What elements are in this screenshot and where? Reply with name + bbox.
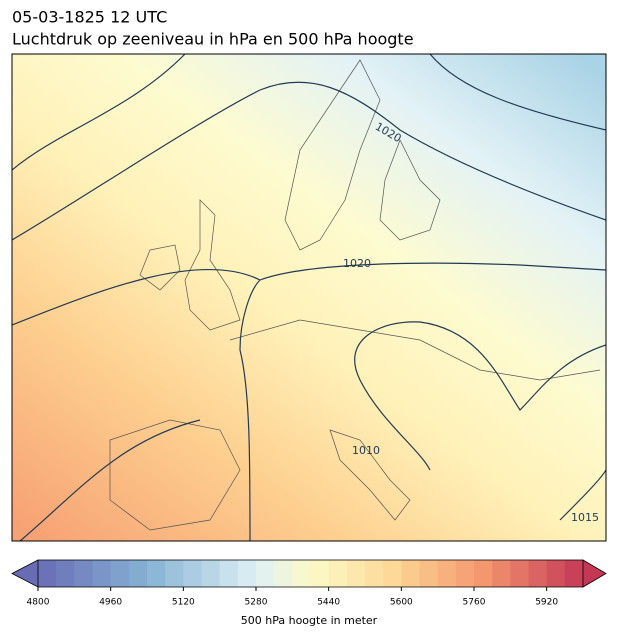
colorbar-segment bbox=[92, 560, 112, 587]
colorbar-segment bbox=[401, 560, 420, 587]
colorbar-tick-label: 4800 bbox=[27, 598, 50, 608]
colorbar-segment bbox=[546, 560, 566, 587]
colorbar-segment bbox=[492, 560, 511, 587]
colorbar-segment bbox=[437, 560, 457, 587]
colorbar-segment bbox=[201, 560, 221, 587]
colorbar-tick-label: 5120 bbox=[172, 598, 195, 608]
colorbar-segment bbox=[292, 560, 311, 587]
colorbar-segment bbox=[237, 560, 257, 587]
colorbar-segment bbox=[38, 560, 57, 587]
colorbar-segment bbox=[328, 560, 348, 587]
colorbar-segment bbox=[147, 560, 166, 587]
colorbar-segment bbox=[564, 560, 584, 587]
colorbar-label: 500 hPa hoogte in meter bbox=[241, 614, 378, 627]
colorbar-outline bbox=[38, 559, 583, 588]
map-time: 05-03-1825 12 UTC bbox=[12, 8, 167, 27]
colorbar-segment bbox=[165, 560, 184, 587]
map-frame bbox=[11, 53, 607, 542]
colorbar: 4800 4960 5120 5280 5440 5600 5760 5920 bbox=[11, 559, 607, 608]
colorbar-segment bbox=[183, 560, 202, 587]
colorbar-segment bbox=[274, 560, 293, 587]
colorbar-segment bbox=[74, 560, 93, 587]
coastlines bbox=[109, 59, 601, 531]
colorbar-segment bbox=[219, 560, 239, 587]
height-field bbox=[12, 54, 606, 541]
colorbar-segment bbox=[365, 560, 384, 587]
colorbar-segment bbox=[310, 560, 330, 587]
colorbar-segment bbox=[346, 560, 366, 587]
colorbar-segment bbox=[455, 560, 475, 587]
colorbar-segment bbox=[110, 560, 130, 587]
map: 1020 1020 1010 1015 bbox=[12, 54, 606, 541]
isobars bbox=[12, 54, 606, 541]
colorbar-extend bbox=[11, 559, 39, 588]
colorbar-tick-label: 5920 bbox=[535, 598, 558, 608]
colorbar-segment bbox=[383, 560, 402, 587]
colorbar-segment bbox=[56, 560, 75, 587]
colorbar-segment bbox=[128, 560, 148, 587]
isobar-label: 1020 bbox=[343, 257, 371, 270]
colorbar-segment bbox=[419, 560, 439, 587]
colorbar-segment bbox=[256, 560, 275, 587]
colorbar-tick-label: 5440 bbox=[317, 598, 340, 608]
isobar-label: 1010 bbox=[352, 444, 380, 457]
colorbar-extend bbox=[582, 559, 607, 588]
colorbar-segment bbox=[510, 560, 529, 587]
colorbar-tick-label: 4960 bbox=[99, 598, 122, 608]
colorbar-tick-label: 5760 bbox=[463, 598, 486, 608]
map-title: Luchtdruk op zeeniveau in hPa en 500 hPa… bbox=[12, 30, 414, 49]
isobar-label: 1015 bbox=[571, 511, 599, 524]
colorbar-segment bbox=[474, 560, 493, 587]
colorbar-segment bbox=[528, 560, 548, 587]
colorbar-tick-label: 5600 bbox=[390, 598, 413, 608]
colorbar-tick-label: 5280 bbox=[245, 598, 268, 608]
